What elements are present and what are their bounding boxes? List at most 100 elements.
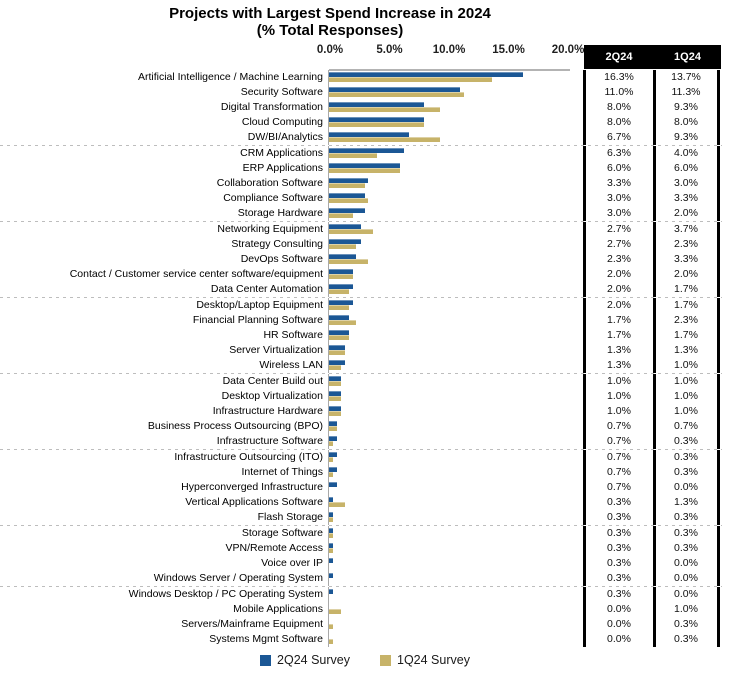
category-label: ERP Applications [242, 162, 323, 174]
chart-row: Storage Software 0.3% 0.3% [0, 526, 732, 541]
table-value-2q24: 6.7% [582, 130, 653, 145]
bar-2q24-survey [329, 269, 353, 274]
bar-2q24-survey [329, 117, 425, 122]
table-value-2q24: 1.7% [582, 313, 653, 328]
table-value-2q24: 11.0% [582, 85, 653, 100]
x-axis-tick-10: 10.0% [432, 44, 466, 56]
table-value-1q24: 0.0% [652, 480, 720, 495]
plot-area [328, 541, 568, 556]
plot-area [328, 328, 568, 343]
bar-1q24-survey [329, 411, 341, 416]
bar-1q24-survey [329, 457, 333, 462]
category-label: Artificial Intelligence / Machine Learni… [137, 71, 323, 83]
bar-2q24-survey [329, 421, 338, 426]
table-value-2q24: 2.7% [582, 222, 653, 237]
table-value-1q24: 4.0% [652, 146, 720, 161]
bar-2q24-survey [329, 391, 341, 396]
bar-2q24-survey [329, 406, 341, 411]
table-value-1q24: 8.0% [652, 115, 720, 130]
table-value-1q24: 0.7% [652, 419, 720, 434]
x-axis-tick-0: 0.0% [316, 44, 344, 56]
category-label: Wireless LAN [259, 359, 323, 371]
table-value-2q24: 2.0% [582, 267, 653, 282]
bar-1q24-survey [329, 77, 492, 82]
chart-row: Vertical Applications Software 0.3% 1.3% [0, 495, 732, 510]
bar-1q24-survey [329, 350, 345, 355]
bar-1q24-survey [329, 137, 440, 142]
table-value-2q24: 0.7% [582, 480, 653, 495]
table-value-2q24: 0.3% [582, 556, 653, 571]
table-value-2q24: 1.0% [582, 389, 653, 404]
table-value-1q24: 9.3% [652, 130, 720, 145]
table-value-1q24: 6.0% [652, 161, 720, 176]
category-label: VPN/Remote Access [225, 542, 323, 554]
plot-area [328, 571, 568, 586]
chart-row: Artificial Intelligence / Machine Learni… [0, 70, 732, 85]
table-value-1q24: 1.7% [652, 298, 720, 313]
table-value-2q24: 1.0% [582, 374, 653, 389]
group-separator [0, 221, 722, 222]
plot-area [328, 358, 568, 373]
bar-2q24-survey [329, 376, 341, 381]
bar-1q24-survey [329, 305, 350, 310]
table-value-2q24: 16.3% [582, 70, 653, 85]
table-value-2q24: 0.7% [582, 465, 653, 480]
table-value-2q24: 0.3% [582, 587, 653, 602]
chart-row: Desktop/Laptop Equipment 2.0% 1.7% [0, 298, 732, 313]
category-label: Cloud Computing [241, 116, 323, 128]
plot-area [328, 222, 568, 237]
chart-rows: Artificial Intelligence / Machine Learni… [0, 70, 732, 647]
category-label: Data Center Automation [210, 283, 323, 295]
bar-1q24-survey [329, 259, 369, 264]
plot-area [328, 465, 568, 480]
plot-area [328, 389, 568, 404]
bar-2q24-survey [329, 300, 353, 305]
plot-area [328, 602, 568, 617]
chart-row: CRM Applications 6.3% 4.0% [0, 146, 732, 161]
chart-row: Financial Planning Software 1.7% 2.3% [0, 313, 732, 328]
plot-area [328, 556, 568, 571]
bar-2q24-survey [329, 239, 362, 244]
bar-2q24-survey [329, 330, 350, 335]
plot-area [328, 130, 568, 145]
chart-row: DevOps Software 2.3% 3.3% [0, 252, 732, 267]
table-value-1q24: 1.3% [652, 495, 720, 510]
legend-label-1q24: 1Q24 Survey [397, 653, 470, 667]
table-value-2q24: 0.7% [582, 450, 653, 465]
table-value-1q24: 1.0% [652, 374, 720, 389]
bar-2q24-survey [329, 573, 333, 578]
category-label: Desktop Virtualization [221, 390, 323, 402]
table-value-2q24: 2.0% [582, 282, 653, 297]
table-value-2q24: 1.0% [582, 404, 653, 419]
plot-area [328, 267, 568, 282]
chart-row: DW/BI/Analytics 6.7% 9.3% [0, 130, 732, 145]
table-value-1q24: 1.7% [652, 282, 720, 297]
bar-2q24-survey [329, 87, 460, 92]
category-label: Flash Storage [257, 511, 323, 523]
chart-row: Infrastructure Software 0.7% 0.3% [0, 434, 732, 449]
group-separator [0, 586, 722, 587]
bar-1q24-survey [329, 289, 350, 294]
category-label: Voice over IP [261, 557, 323, 569]
bar-1q24-survey [329, 517, 333, 522]
table-value-2q24: 1.7% [582, 328, 653, 343]
chart-row: Strategy Consulting 2.7% 2.3% [0, 237, 732, 252]
plot-area [328, 434, 568, 449]
plot-area [328, 252, 568, 267]
chart-row: Infrastructure Hardware 1.0% 1.0% [0, 404, 732, 419]
table-value-1q24: 0.3% [652, 450, 720, 465]
table-value-1q24: 2.3% [652, 237, 720, 252]
category-label: CRM Applications [240, 147, 323, 159]
table-value-2q24: 0.3% [582, 510, 653, 525]
bar-2q24-survey [329, 543, 333, 548]
bar-1q24-survey [329, 381, 341, 386]
table-value-2q24: 0.3% [582, 571, 653, 586]
plot-area [328, 617, 568, 632]
x-axis-line [329, 69, 570, 71]
plot-area [328, 526, 568, 541]
table-value-1q24: 0.3% [652, 510, 720, 525]
bar-1q24-survey [329, 198, 369, 203]
category-label: Vertical Applications Software [185, 496, 323, 508]
bar-1q24-survey [329, 609, 341, 614]
